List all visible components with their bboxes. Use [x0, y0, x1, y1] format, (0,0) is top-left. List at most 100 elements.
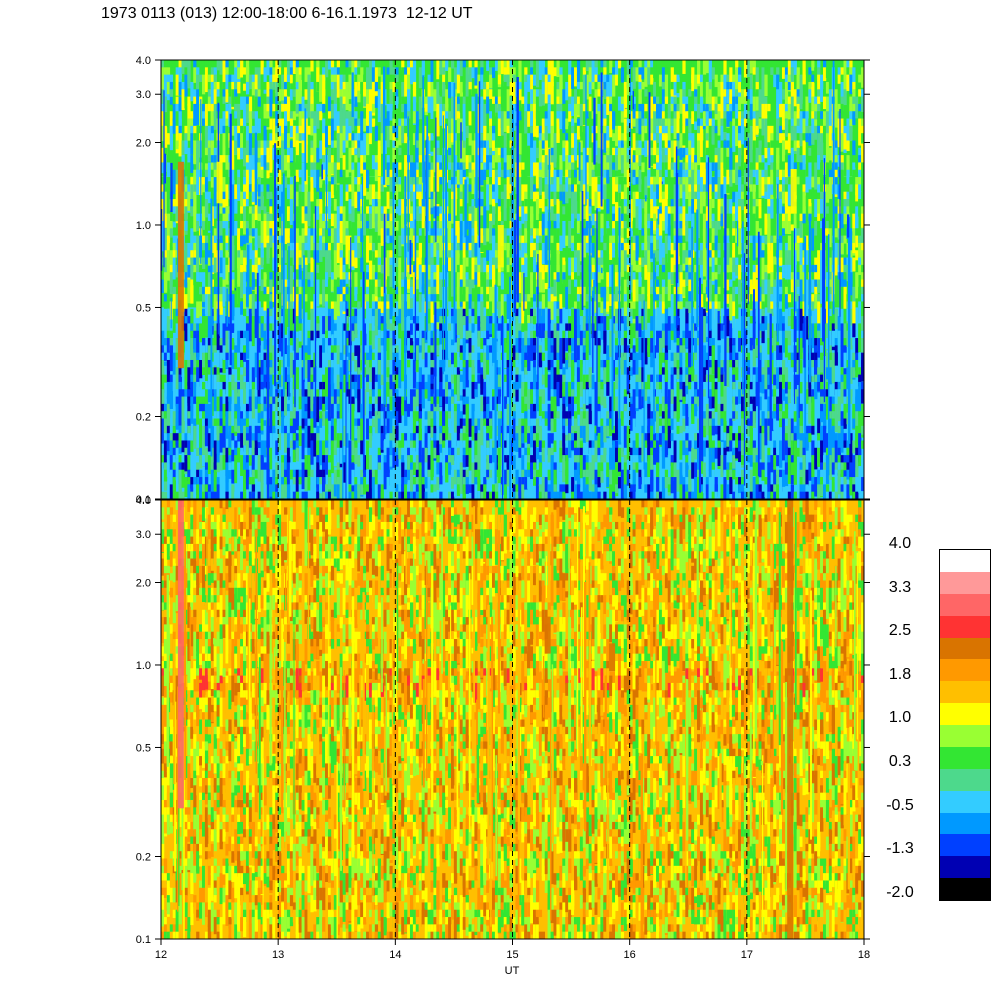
texture-cell — [436, 477, 440, 491]
texture-cell — [600, 381, 604, 395]
texture-cell — [345, 67, 349, 85]
texture-cell — [448, 491, 452, 499]
texture-cell — [541, 374, 546, 385]
texture-cell — [418, 352, 422, 373]
texture-cell — [571, 396, 575, 417]
texture-cell — [401, 228, 405, 245]
texture-cell — [275, 103, 279, 119]
texture-cell — [612, 74, 616, 99]
texture-cell — [354, 81, 358, 105]
texture-cell — [371, 103, 376, 113]
texture-cell — [342, 228, 346, 245]
texture-cell — [468, 294, 472, 319]
texture-cell — [518, 484, 522, 499]
texture-cell — [480, 169, 484, 186]
texture-cell — [245, 381, 250, 405]
texture-cell — [163, 279, 168, 293]
texture-cell — [453, 140, 458, 170]
texture-cell — [172, 462, 176, 470]
texture-cell — [366, 169, 370, 189]
texture-cell — [225, 477, 229, 495]
texture-cell — [225, 103, 229, 116]
texture-cell — [336, 264, 340, 278]
texture-cell — [234, 316, 238, 343]
texture-cell — [248, 308, 253, 321]
texture-cell — [450, 455, 455, 465]
texture-cell — [178, 133, 182, 157]
texture-cell — [568, 345, 572, 357]
texture-cell — [278, 242, 282, 268]
texture-cell — [202, 455, 206, 467]
texture-cell — [319, 440, 323, 466]
texture-cell — [562, 220, 566, 248]
texture-cell — [304, 220, 308, 244]
texture-cell — [427, 81, 431, 106]
texture-cell — [380, 286, 384, 297]
texture-cell — [503, 484, 507, 499]
texture-cell — [351, 147, 355, 161]
texture-cell — [199, 74, 203, 86]
texture-cell — [295, 491, 299, 499]
texture-cell — [207, 484, 212, 498]
texture-cell — [377, 155, 381, 177]
texture-cell — [275, 462, 279, 489]
texture-cell — [231, 440, 235, 450]
texture-cell — [386, 308, 390, 330]
texture-cell — [199, 286, 203, 295]
texture-cell — [597, 147, 601, 164]
texture-cell — [336, 74, 340, 98]
texture-cell — [307, 250, 311, 264]
texture-cell — [260, 389, 264, 404]
texture-cell — [497, 103, 502, 117]
texture-cell — [445, 118, 449, 128]
texture-cell — [181, 491, 185, 499]
texture-cell — [292, 469, 297, 484]
texture-cell — [492, 345, 496, 357]
texture-cell — [360, 111, 364, 136]
texture-cell — [556, 228, 560, 250]
texture-cell — [398, 177, 402, 190]
texture-cell — [538, 177, 543, 189]
texture-cell — [521, 103, 525, 117]
texture-cell — [330, 162, 335, 175]
texture-cell — [360, 228, 364, 243]
texture-cell — [486, 345, 490, 373]
texture-cell — [415, 242, 420, 256]
texture-cell — [345, 60, 349, 74]
texture-cell — [574, 67, 578, 87]
texture-cell — [234, 418, 238, 432]
texture-cell — [348, 81, 352, 100]
texture-cell — [450, 374, 455, 384]
texture-cell — [448, 381, 452, 392]
texture-cell — [512, 403, 516, 419]
texture-cell — [600, 323, 604, 340]
texture-cell — [412, 491, 417, 499]
texture-cell — [409, 228, 414, 246]
texture-cell — [275, 177, 279, 192]
texture-cell — [354, 491, 358, 499]
texture-cell — [518, 155, 522, 169]
texture-cell — [257, 74, 261, 88]
texture-cell — [222, 286, 226, 307]
texture-cell — [272, 411, 276, 435]
texture-cell — [597, 381, 601, 401]
texture-cell — [612, 133, 616, 141]
texture-cell — [565, 235, 569, 246]
texture-cell — [430, 359, 434, 375]
texture-cell — [547, 447, 551, 465]
texture-cell — [184, 220, 188, 231]
texture-cell — [307, 206, 311, 227]
texture-cell — [409, 67, 414, 85]
texture-cell — [272, 242, 276, 260]
texture-cell — [289, 330, 294, 341]
texture-cell — [535, 199, 540, 220]
texture-cell — [521, 389, 525, 400]
texture-cell — [234, 352, 238, 370]
texture-cell — [571, 169, 575, 178]
texture-cell — [175, 367, 179, 395]
texture-cell — [509, 447, 513, 465]
texture-cell — [190, 235, 194, 262]
texture-cell — [594, 74, 598, 87]
texture-cell — [527, 133, 531, 146]
texture-cell — [339, 74, 343, 99]
